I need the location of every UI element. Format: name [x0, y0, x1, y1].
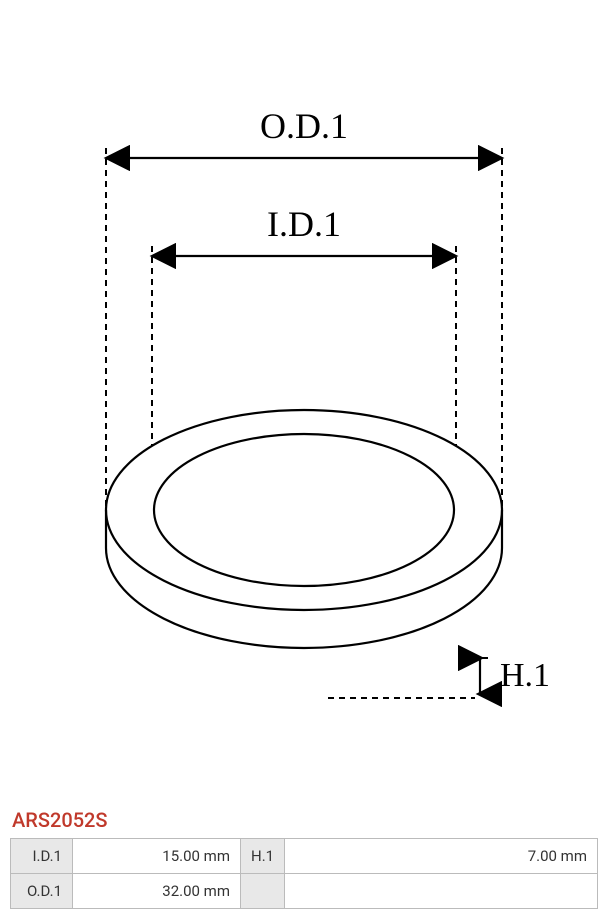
ring-inner-top	[154, 434, 454, 586]
table-row: I.D.1 15.00 mm H.1 7.00 mm	[11, 839, 598, 874]
h-label: H.1	[500, 657, 550, 694]
cell-value	[285, 874, 598, 909]
table-row: O.D.1 32.00 mm	[11, 874, 598, 909]
cell-label: I.D.1	[11, 839, 73, 874]
cell-label: H.1	[241, 839, 285, 874]
cell-label: O.D.1	[11, 874, 73, 909]
cell-value: 15.00 mm	[73, 839, 241, 874]
id-label: I.D.1	[267, 204, 341, 244]
cell-value: 32.00 mm	[73, 874, 241, 909]
cell-value: 7.00 mm	[285, 839, 598, 874]
product-code: ARS2052S	[12, 808, 598, 832]
cell-label	[241, 874, 285, 909]
od-label: O.D.1	[260, 106, 348, 146]
spec-table: I.D.1 15.00 mm H.1 7.00 mm O.D.1 32.00 m…	[10, 838, 598, 909]
dimension-diagram: O.D.1 I.D.1	[10, 10, 598, 800]
